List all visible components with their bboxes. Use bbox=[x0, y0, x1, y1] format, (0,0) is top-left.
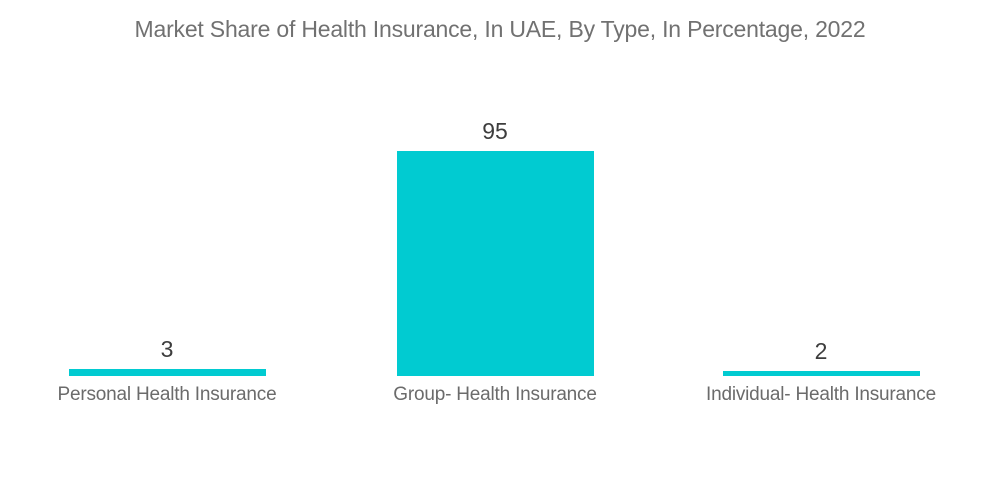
chart-title: Market Share of Health Insurance, In UAE… bbox=[134, 16, 866, 42]
category-label: Personal Health Insurance bbox=[57, 384, 277, 405]
bar-value-label: 2 bbox=[814, 338, 828, 365]
bar-stack: 3 bbox=[2, 336, 332, 376]
category-label: Individual- Health Insurance bbox=[706, 384, 936, 405]
bar-group-personal: 3 Personal Health Insurance bbox=[2, 0, 332, 504]
bar bbox=[722, 371, 920, 376]
bar-stack: 2 bbox=[656, 338, 986, 376]
bar-stack: 95 bbox=[330, 118, 660, 376]
bar-value-label: 95 bbox=[482, 118, 508, 144]
bar bbox=[396, 151, 594, 376]
bar-group-group: 95 Group- Health Insurance bbox=[330, 0, 660, 504]
category-label: Group- Health Insurance bbox=[393, 384, 597, 405]
bar-group-individual: 2 Individual- Health Insurance bbox=[656, 0, 986, 504]
bar bbox=[68, 368, 266, 376]
bar-value-label: 3 bbox=[160, 335, 174, 362]
